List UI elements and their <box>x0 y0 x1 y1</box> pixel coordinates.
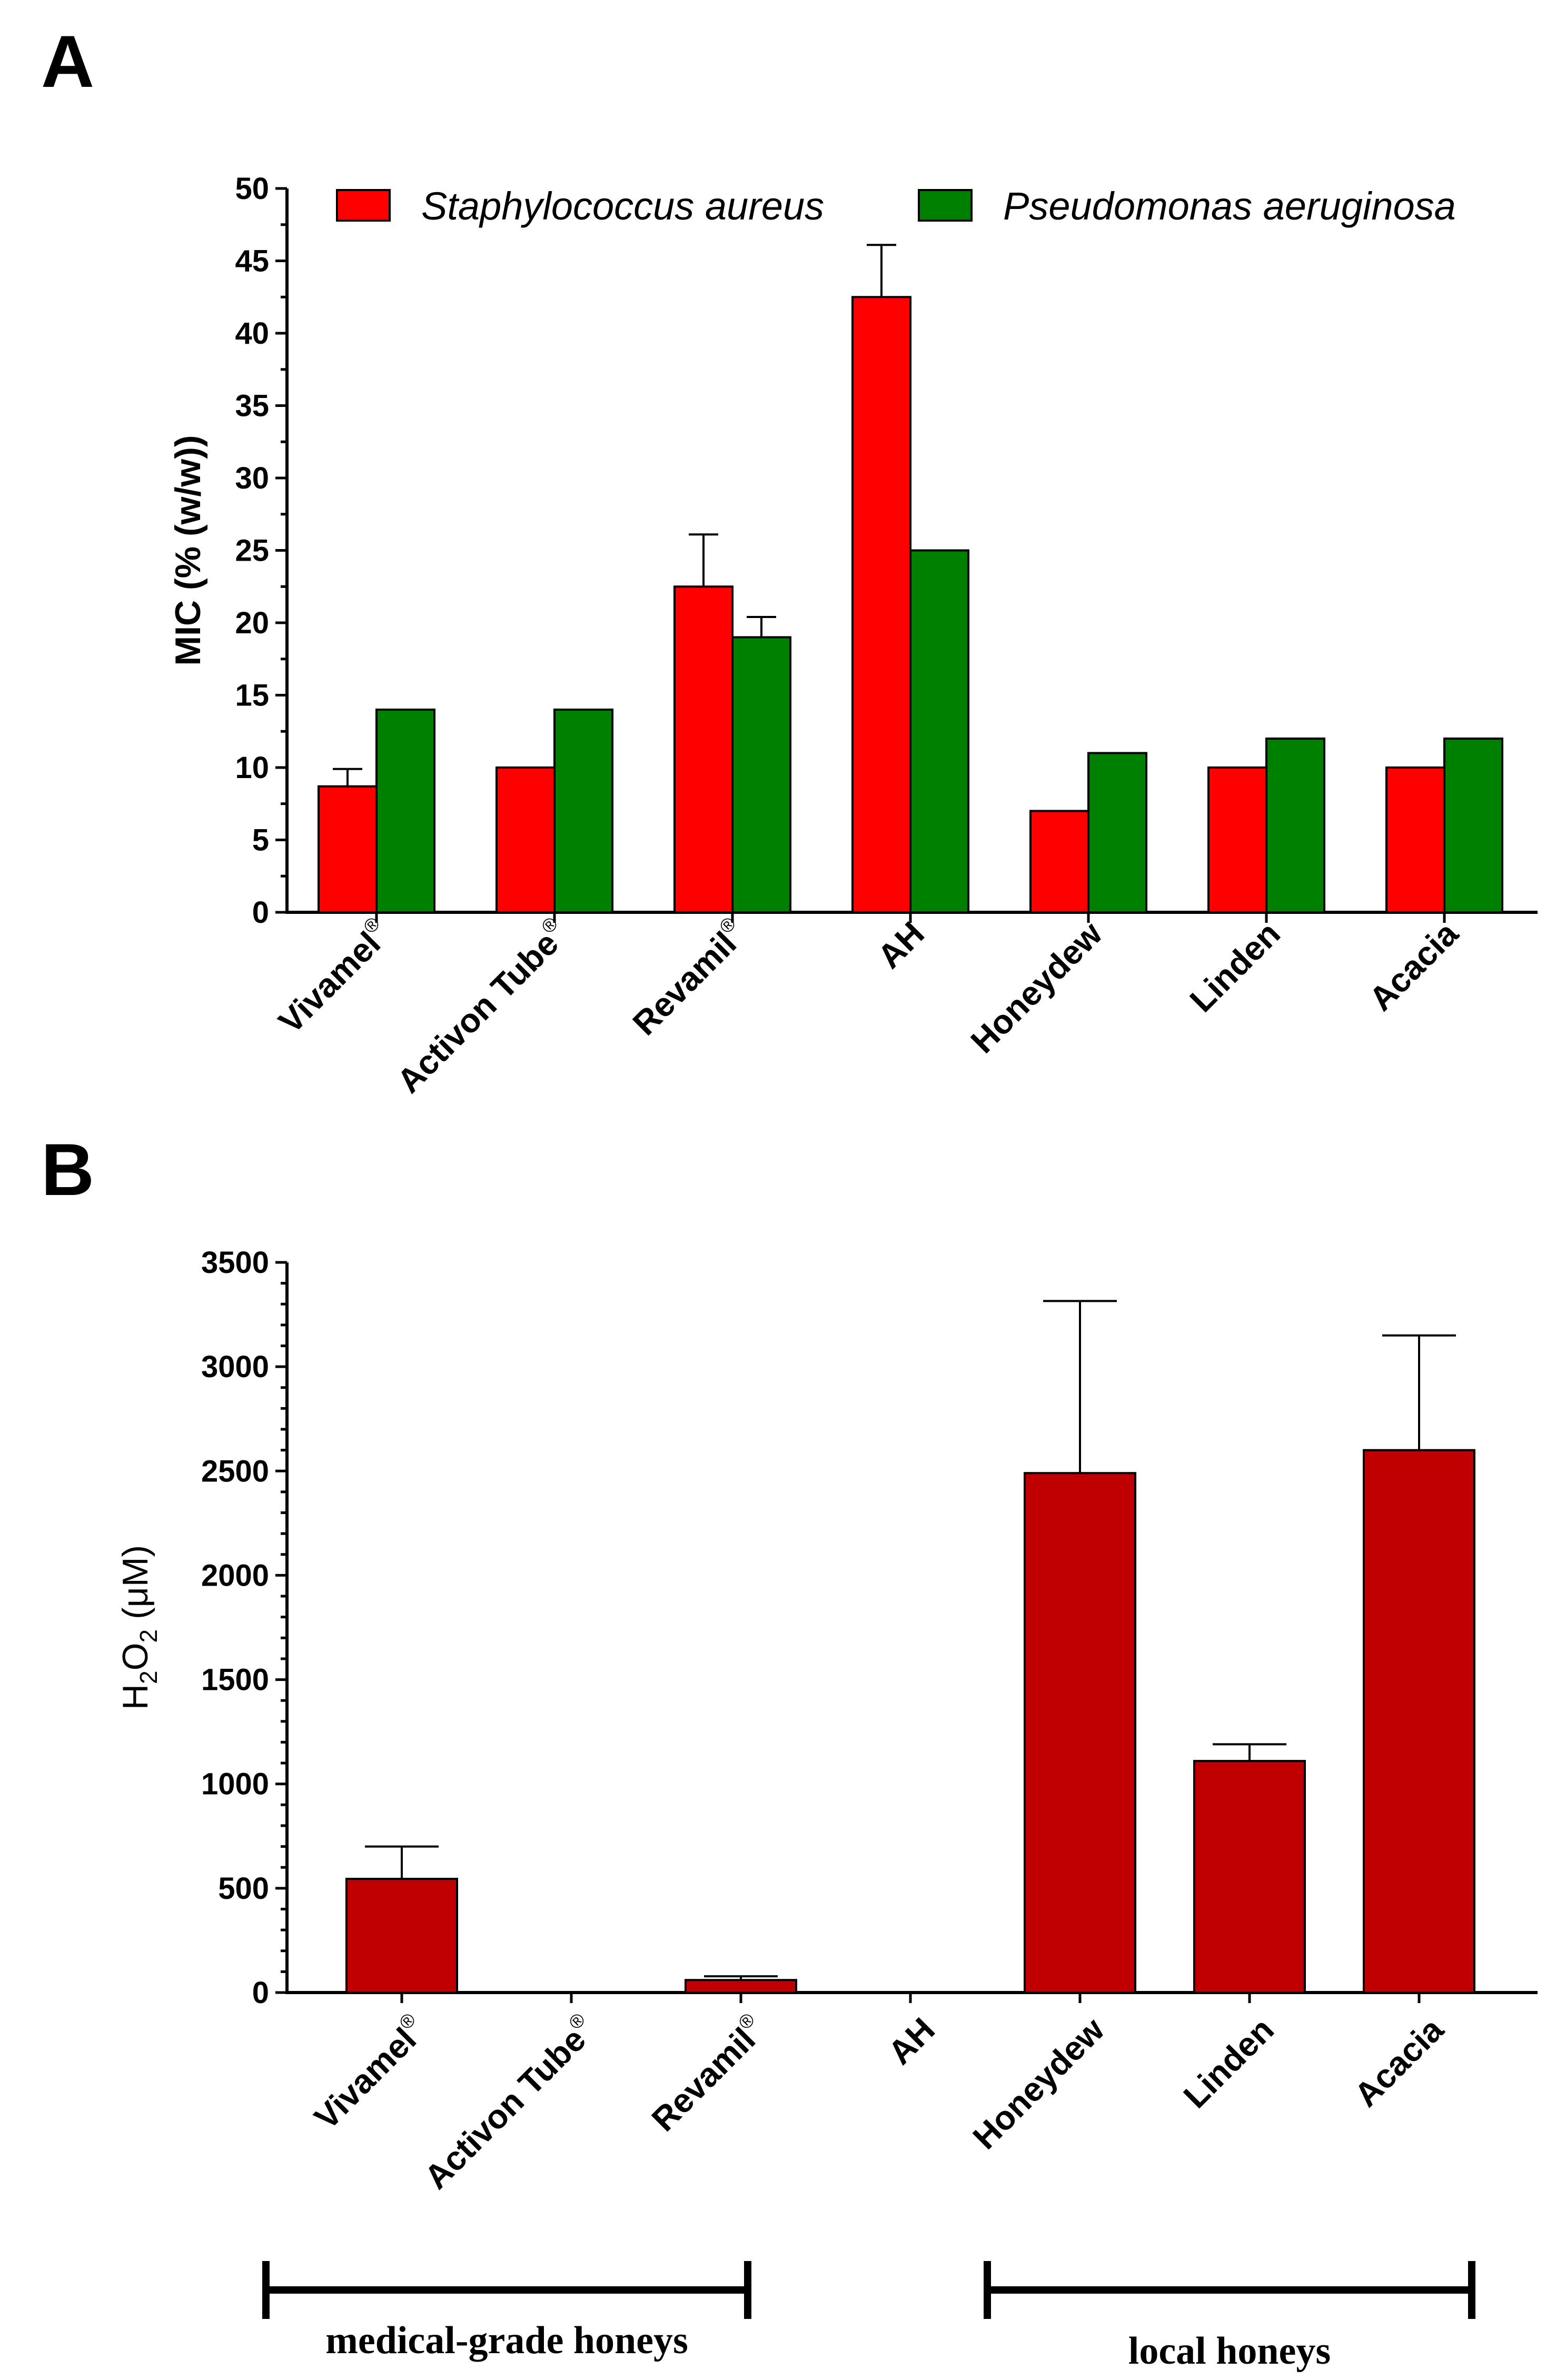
bar-h2o2 <box>1024 1472 1136 1994</box>
registered-mark: ® <box>359 912 384 938</box>
bar-staph <box>1029 810 1089 913</box>
bar-pseudo <box>731 636 791 913</box>
y-axis-title-part: (μM) <box>115 1545 155 1629</box>
legend-swatch-staph <box>336 189 391 222</box>
y-tick-label-a: 25 <box>235 534 269 568</box>
bar-pseudo <box>375 709 435 913</box>
x-tick-label-a: Linden <box>1183 914 1287 1019</box>
x-tick-label-b: Activon Tube® <box>415 2008 602 2196</box>
registered-mark: ® <box>715 912 740 938</box>
bar-h2o2 <box>345 1878 458 1994</box>
bar-h2o2 <box>1363 1449 1475 1994</box>
bar-staph <box>495 766 556 913</box>
legend-label-staph: Staphylococcus aureus <box>421 184 824 228</box>
x-tick-label-b: Vivamel® <box>305 2008 433 2136</box>
bar-pseudo <box>1087 752 1147 913</box>
x-tick-label-a: Honeydew <box>964 914 1109 1060</box>
x-tick-label-a: Revamil® <box>623 912 754 1042</box>
registered-mark: ® <box>537 912 562 938</box>
x-tick-label-a: Acacia <box>1362 914 1465 1018</box>
y-tick-label-a: 50 <box>235 172 269 206</box>
bar-pseudo <box>1265 738 1325 913</box>
y-tick-label-b: 0 <box>252 1976 269 2010</box>
y-tick-label-b: 2500 <box>201 1454 269 1488</box>
bar-staph <box>673 585 734 913</box>
y-axis-title-part: 2 <box>135 1629 162 1643</box>
chart-a-mic: 0 5 10 15 20 25 30 35 40 45 50 MIC (% (w/w)) Vivamel… <box>168 172 1538 1100</box>
y-axis-title-part: H <box>115 1684 155 1710</box>
x-tick-label-a: AH <box>870 914 931 975</box>
x-tick-label-b: Honeydew <box>966 2010 1112 2156</box>
bar-staph <box>1385 766 1445 913</box>
panel-a-letter: A <box>41 20 94 103</box>
y-tick-label-a: 30 <box>235 461 269 495</box>
y-axis-title-a: MIC (% (w/w)) <box>168 435 208 665</box>
y-tick-label-b: 500 <box>218 1871 269 1906</box>
y-axis-title-part: O <box>115 1643 155 1671</box>
x-tick-label-a: Vivamel® <box>269 912 397 1040</box>
y-tick-label-a: 45 <box>235 244 269 278</box>
y-tick-label-a: 0 <box>252 895 269 930</box>
bar-staph <box>851 296 911 913</box>
y-axis-title-part: 2 <box>135 1670 162 1684</box>
bar-h2o2 <box>685 1979 797 1994</box>
y-tick-label-a: 5 <box>252 823 269 858</box>
x-tick-label-b: Acacia <box>1347 2010 1451 2114</box>
x-tick-label-b: Revamil® <box>642 2008 772 2138</box>
bar-staph <box>318 785 378 913</box>
x-tick-label-b: AH <box>881 2010 942 2072</box>
registered-mark: ® <box>564 2008 590 2034</box>
y-axis-title-b: H2O2 (μM) <box>115 1545 162 1710</box>
bar-pseudo <box>1443 738 1503 913</box>
bar-h2o2 <box>1193 1760 1306 1994</box>
y-tick-label-b: 1500 <box>201 1663 269 1697</box>
y-tick-label-a: 35 <box>235 389 269 423</box>
registered-mark: ® <box>395 2008 420 2034</box>
bar-pseudo <box>553 709 613 913</box>
legend-label-pseudo: Pseudomonas aeruginosa <box>1003 184 1456 228</box>
group-label-local: local honeys <box>1128 2329 1331 2373</box>
legend-swatch-pseudo <box>918 189 973 222</box>
group-label-medical-grade: medical-grade honeys <box>325 2319 688 2362</box>
y-tick-label-b: 2000 <box>201 1558 269 1592</box>
x-tick-label-a: Activon Tube® <box>388 912 575 1100</box>
bar-staph <box>1207 766 1267 913</box>
registered-mark: ® <box>734 2008 759 2034</box>
bar-pseudo <box>909 549 969 913</box>
panel-b-letter: B <box>41 1128 94 1211</box>
y-tick-label-b: 3500 <box>201 1246 269 1280</box>
x-tick-label-b: Linden <box>1176 2010 1281 2115</box>
y-tick-label-a: 40 <box>235 316 269 351</box>
y-tick-label-b: 1000 <box>201 1767 269 1801</box>
y-tick-label-a: 15 <box>235 679 269 713</box>
y-tick-label-a: 20 <box>235 606 269 640</box>
y-tick-label-b: 3000 <box>201 1350 269 1384</box>
y-tick-label-a: 10 <box>235 751 269 785</box>
